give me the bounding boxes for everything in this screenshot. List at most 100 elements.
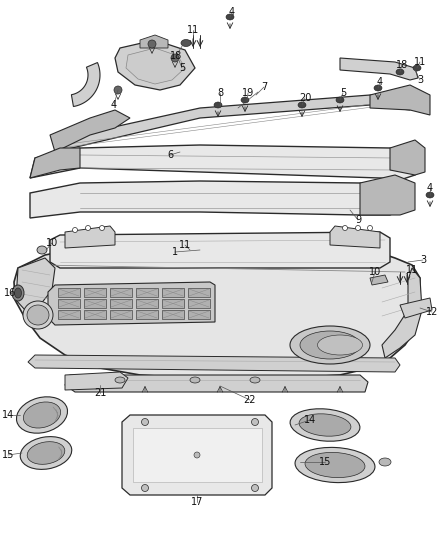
- Polygon shape: [48, 282, 215, 325]
- Text: 11: 11: [179, 240, 191, 250]
- Text: 11: 11: [406, 265, 418, 275]
- Polygon shape: [84, 288, 106, 297]
- Polygon shape: [110, 288, 132, 297]
- Circle shape: [367, 225, 372, 230]
- Ellipse shape: [37, 246, 47, 254]
- Text: 4: 4: [427, 183, 433, 193]
- Polygon shape: [140, 35, 168, 48]
- Text: 12: 12: [426, 307, 438, 317]
- Polygon shape: [126, 48, 185, 84]
- Ellipse shape: [299, 414, 351, 436]
- Ellipse shape: [115, 377, 125, 383]
- Polygon shape: [370, 275, 388, 285]
- Polygon shape: [30, 145, 415, 180]
- Ellipse shape: [426, 192, 434, 198]
- Polygon shape: [71, 62, 100, 107]
- Polygon shape: [115, 40, 195, 90]
- Text: 19: 19: [242, 88, 254, 98]
- Ellipse shape: [413, 65, 421, 71]
- Text: 15: 15: [2, 450, 14, 460]
- Circle shape: [251, 418, 258, 425]
- Circle shape: [114, 86, 122, 94]
- Text: 5: 5: [179, 63, 185, 73]
- Text: 15: 15: [319, 457, 331, 467]
- Ellipse shape: [214, 102, 222, 108]
- Polygon shape: [28, 355, 400, 372]
- Circle shape: [251, 484, 258, 491]
- Polygon shape: [340, 58, 418, 80]
- Polygon shape: [188, 288, 210, 297]
- Text: 6: 6: [167, 150, 173, 160]
- Polygon shape: [188, 310, 210, 319]
- Polygon shape: [14, 253, 420, 378]
- Ellipse shape: [396, 69, 404, 75]
- Text: 11: 11: [414, 57, 426, 67]
- Text: 21: 21: [94, 388, 106, 398]
- Text: 9: 9: [355, 215, 361, 225]
- Polygon shape: [122, 415, 272, 495]
- Polygon shape: [390, 140, 425, 175]
- Text: 14: 14: [2, 410, 14, 420]
- Text: 18: 18: [170, 51, 182, 61]
- Polygon shape: [58, 310, 80, 319]
- Text: 18: 18: [396, 60, 408, 70]
- Ellipse shape: [305, 453, 365, 478]
- Text: 10: 10: [369, 267, 381, 277]
- Text: 1: 1: [172, 247, 178, 257]
- Text: 7: 7: [261, 82, 267, 92]
- Text: 14: 14: [304, 415, 316, 425]
- Ellipse shape: [298, 102, 306, 108]
- Polygon shape: [65, 226, 115, 248]
- Polygon shape: [162, 310, 184, 319]
- Text: 4: 4: [377, 77, 383, 87]
- Ellipse shape: [12, 285, 24, 301]
- Circle shape: [171, 54, 179, 62]
- Polygon shape: [84, 310, 106, 319]
- Ellipse shape: [23, 301, 53, 329]
- Circle shape: [343, 225, 347, 230]
- Polygon shape: [84, 299, 106, 308]
- Polygon shape: [16, 258, 55, 310]
- Polygon shape: [360, 175, 415, 215]
- Polygon shape: [370, 85, 430, 115]
- Text: 3: 3: [417, 75, 423, 85]
- Ellipse shape: [295, 447, 375, 482]
- Ellipse shape: [20, 437, 72, 470]
- Polygon shape: [330, 226, 380, 248]
- Ellipse shape: [190, 377, 200, 383]
- Ellipse shape: [241, 97, 249, 103]
- Ellipse shape: [374, 85, 382, 91]
- Polygon shape: [50, 232, 390, 268]
- Polygon shape: [133, 428, 262, 482]
- Polygon shape: [162, 288, 184, 297]
- Circle shape: [194, 452, 200, 458]
- Text: 5: 5: [340, 88, 346, 98]
- Ellipse shape: [27, 442, 65, 464]
- Ellipse shape: [379, 458, 391, 466]
- Ellipse shape: [181, 39, 191, 46]
- Polygon shape: [400, 298, 432, 318]
- Ellipse shape: [17, 397, 67, 433]
- Circle shape: [73, 228, 78, 232]
- Text: 8: 8: [217, 88, 223, 98]
- Ellipse shape: [318, 335, 363, 355]
- Polygon shape: [110, 310, 132, 319]
- Polygon shape: [162, 299, 184, 308]
- Polygon shape: [50, 110, 130, 152]
- Text: 16: 16: [4, 288, 16, 298]
- Polygon shape: [136, 299, 158, 308]
- Polygon shape: [136, 310, 158, 319]
- Ellipse shape: [14, 288, 21, 298]
- Ellipse shape: [226, 14, 234, 20]
- Ellipse shape: [250, 377, 260, 383]
- Circle shape: [85, 225, 91, 230]
- Text: 10: 10: [46, 238, 58, 248]
- Polygon shape: [65, 372, 128, 390]
- Polygon shape: [110, 299, 132, 308]
- Text: 11: 11: [187, 25, 199, 35]
- Text: 4: 4: [229, 7, 235, 17]
- Circle shape: [356, 225, 360, 230]
- Polygon shape: [55, 95, 410, 152]
- Text: 3: 3: [420, 255, 426, 265]
- Ellipse shape: [290, 409, 360, 441]
